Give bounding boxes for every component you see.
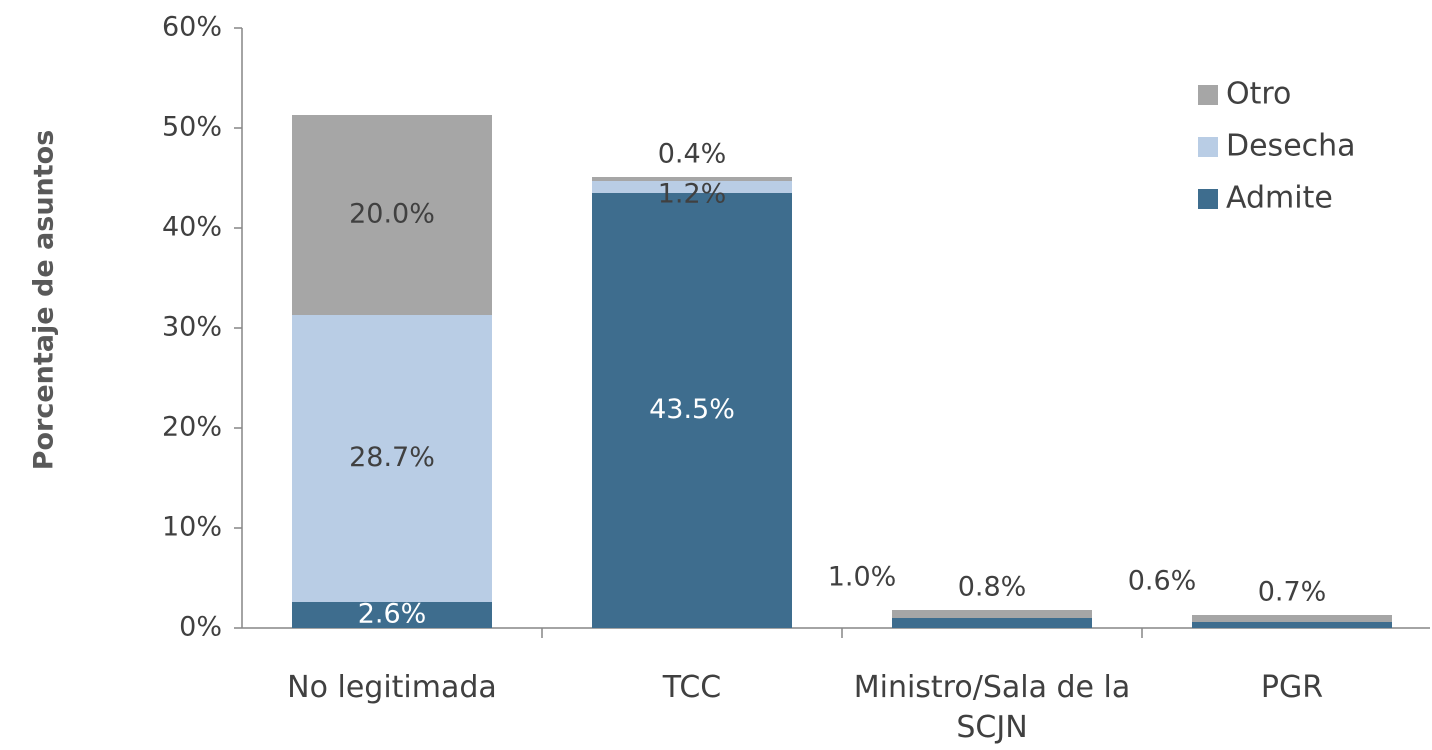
legend-swatch [1198, 85, 1218, 105]
legend-swatch [1198, 189, 1218, 209]
x-tick-label: No legitimada [287, 670, 497, 705]
bar-segment [892, 618, 1092, 628]
data-label: 1.2% [658, 179, 727, 210]
data-label: 0.8% [958, 572, 1027, 603]
data-label: 2.6% [358, 599, 427, 630]
y-tick-label: 30% [162, 312, 222, 343]
y-axis-label: Porcentaje de asuntos [29, 130, 60, 471]
data-label: 28.7% [349, 442, 435, 473]
legend-label: Admite [1226, 181, 1333, 216]
y-tick-label: 20% [162, 412, 222, 443]
bar-segment [592, 181, 792, 193]
legend-label: Otro [1226, 77, 1291, 112]
data-label: 0.6% [1128, 566, 1197, 597]
data-label: 0.4% [658, 139, 727, 170]
legend-swatch [1198, 137, 1218, 157]
bar-segment [292, 315, 492, 602]
bar-segment [592, 193, 792, 628]
bar-segment [1192, 622, 1392, 628]
y-tick-label: 60% [162, 12, 222, 43]
bar-segment [292, 602, 492, 628]
y-tick-label: 50% [162, 112, 222, 143]
data-label: 20.0% [349, 199, 435, 230]
y-tick-label: 40% [162, 212, 222, 243]
bar-segment [292, 115, 492, 315]
bar-segment [1192, 615, 1392, 622]
data-label: 43.5% [649, 394, 735, 425]
y-tick-label: 10% [162, 512, 222, 543]
y-tick-label: 0% [179, 612, 222, 643]
legend-label: Desecha [1226, 129, 1356, 164]
x-tick-label: PGR [1260, 670, 1324, 705]
data-label: 0.7% [1258, 577, 1327, 608]
bar-segment [892, 610, 1092, 618]
bar-segment [592, 177, 792, 181]
x-tick-label: Ministro/Sala de la SCJN [853, 670, 1131, 745]
x-tick-label: TCC [662, 670, 722, 705]
data-label: 1.0% [828, 562, 897, 593]
